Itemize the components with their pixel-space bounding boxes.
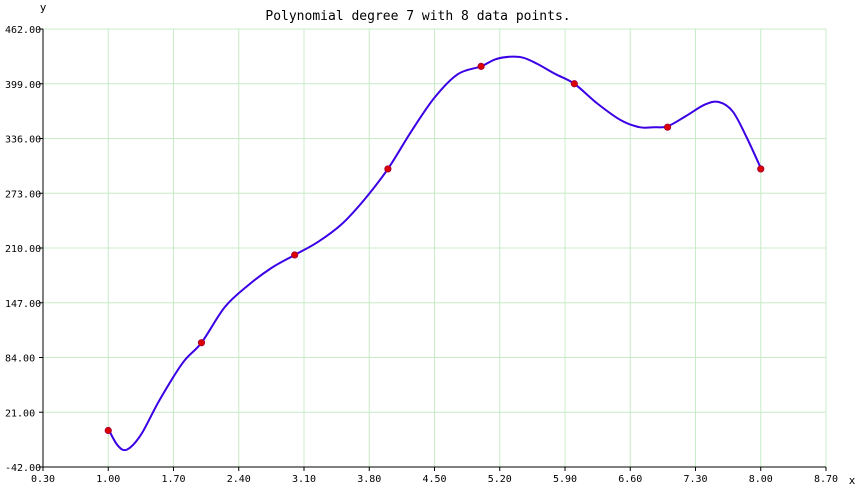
y-tick-label: -42.00 xyxy=(5,463,41,474)
x-tick-label: 6.60 xyxy=(618,474,642,485)
chart-title: Polynomial degree 7 with 8 data points. xyxy=(265,9,570,24)
x-tick-label: 7.30 xyxy=(683,474,707,485)
x-axis-label: x xyxy=(849,474,856,487)
x-tick-label: 8.70 xyxy=(814,474,838,485)
plot-area xyxy=(104,55,765,452)
x-tick-label: 2.40 xyxy=(227,474,251,485)
x-tick-label: 0.30 xyxy=(31,474,55,485)
y-tick-label: 21.00 xyxy=(5,408,35,419)
x-tick-label: 5.90 xyxy=(553,474,577,485)
data-point xyxy=(477,62,485,70)
x-tick-label: 3.80 xyxy=(357,474,381,485)
y-tick-label: 462.00 xyxy=(5,25,41,36)
grid-lines xyxy=(42,28,827,468)
y-tick-label: 84.00 xyxy=(5,354,35,365)
y-tick-label: 399.00 xyxy=(5,80,41,91)
axes xyxy=(39,28,827,471)
x-tick-label: 3.10 xyxy=(292,474,316,485)
x-tick-label: 5.20 xyxy=(488,474,512,485)
data-point xyxy=(757,165,765,173)
data-point xyxy=(104,426,112,435)
data-point xyxy=(197,339,206,347)
y-tick-label: 147.00 xyxy=(5,299,41,310)
data-point xyxy=(384,165,392,173)
y-axis-label: y xyxy=(40,1,47,14)
y-tick-label: 273.00 xyxy=(5,189,41,200)
data-point xyxy=(663,123,672,131)
x-tick-label: 1.70 xyxy=(161,474,185,485)
data-point xyxy=(570,80,578,88)
tick-labels: 0.30 1.00 1.70 2.40 3.10 3.80 4.50 5.20 5.90 6.60… xyxy=(5,25,838,485)
y-tick-label: 210.00 xyxy=(5,244,41,255)
x-tick-label: 4.50 xyxy=(422,474,446,485)
x-tick-label: 8.00 xyxy=(749,474,773,485)
x-tick-label: 1.00 xyxy=(96,474,120,485)
data-point xyxy=(291,251,299,259)
y-tick-label: 336.00 xyxy=(5,135,41,146)
